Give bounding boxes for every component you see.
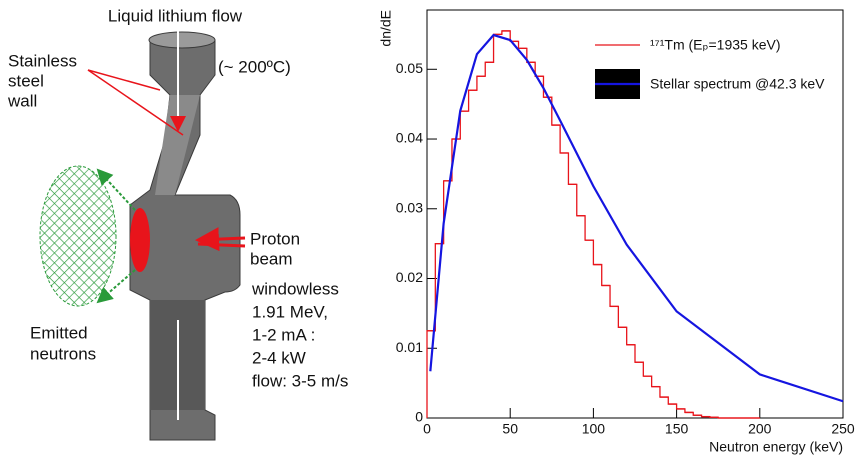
wall-label: steel (8, 71, 44, 90)
wall-label: Stainless (8, 51, 77, 70)
diagram: Liquid lithium flow (~ 200ºC) (39, 6, 291, 441)
y-tick-label: 0.04 (396, 130, 423, 146)
beam-label: Proton (250, 229, 300, 248)
x-tick-label: 50 (502, 421, 518, 437)
beam-spot (130, 208, 150, 272)
wall-label: wall (7, 91, 37, 110)
y-tick-label: 0 (415, 409, 423, 425)
inlet-top (148, 31, 216, 49)
beam-spec: flow: 3-5 m/s (252, 371, 348, 390)
neutron-cone (39, 165, 117, 307)
plot-frame (426, 9, 844, 419)
pointer (87, 69, 161, 91)
y-tick-label: 0.01 (396, 339, 423, 355)
x-tick-label: 250 (831, 421, 855, 437)
beam-spec: windowless (251, 279, 339, 298)
beam-label: beam (250, 249, 293, 268)
x-tick-label: 200 (748, 421, 772, 437)
beam-arrow (195, 227, 246, 252)
curve (429, 33, 844, 403)
beam-spec: 1.91 MeV, (252, 302, 328, 321)
y-tick-label: 0.03 (396, 199, 423, 215)
x-tick-label: 150 (665, 421, 689, 437)
pointer (87, 69, 184, 136)
hist-outline (426, 30, 760, 419)
temperature: (~ 200ºC) (218, 57, 291, 76)
neutron-arrow (96, 168, 136, 211)
y-tick-label: 0.05 (396, 60, 423, 76)
plot (426, 9, 844, 419)
neutron-label: Emitted (30, 323, 88, 342)
y-tick-label: 0.02 (396, 269, 423, 285)
x-tick-label: 0 (423, 421, 431, 437)
x-axis-label: Neutron energy (keV) (709, 439, 843, 455)
beam-spec: 1-2 mA : (252, 325, 315, 344)
neutron-label: neutrons (30, 344, 96, 363)
x-tick-label: 100 (582, 421, 606, 437)
beam-spec: 2-4 kW (252, 348, 306, 367)
flow-channel (155, 95, 200, 195)
legend-label: ¹⁷¹Tm (Eₚ=1935 keV) (650, 37, 780, 53)
neutron-arrow (96, 269, 136, 304)
y-axis-label: dn/dE (378, 10, 394, 47)
flow-label: Liquid lithium flow (108, 6, 243, 25)
legend-label: Stellar spectrum @42.3 keV (650, 76, 825, 92)
beam-arrow (197, 242, 246, 248)
